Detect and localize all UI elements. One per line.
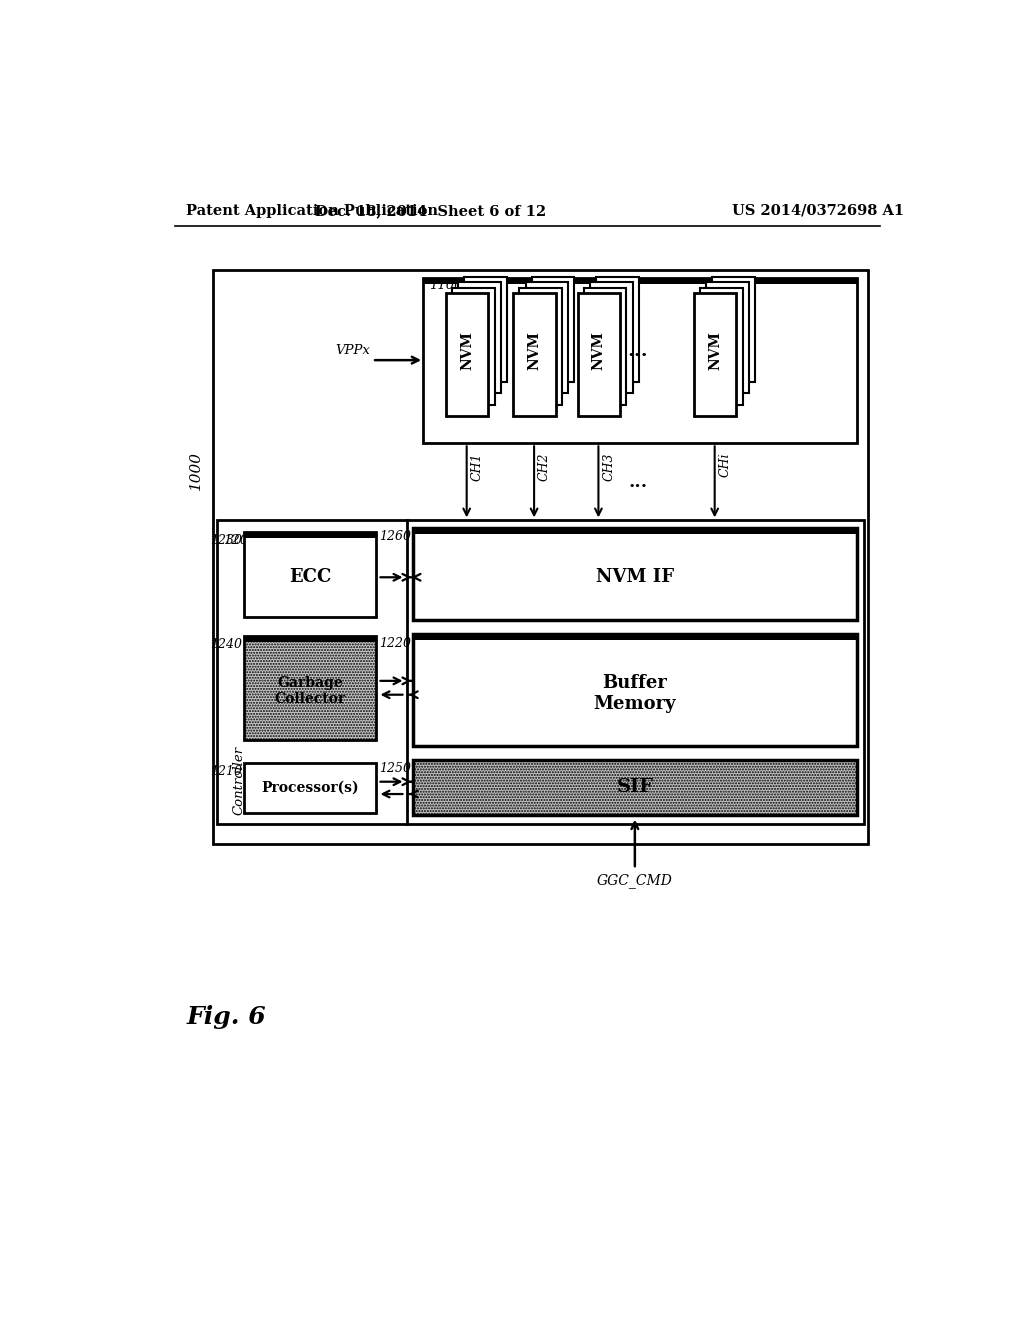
Bar [525, 282, 568, 393]
Text: Patent Application Publication: Patent Application Publication [186, 203, 438, 218]
Text: SIF: SIF [616, 779, 653, 796]
Text: Fig. 6: Fig. 6 [186, 1006, 266, 1030]
Text: 1250: 1250 [379, 762, 411, 775]
Text: ECC: ECC [289, 569, 332, 586]
Text: CHi: CHi [719, 453, 731, 477]
Bar [414, 635, 856, 640]
Bar [423, 277, 856, 284]
Bar [693, 293, 736, 416]
Bar [596, 277, 639, 381]
Bar [452, 288, 495, 405]
Text: Dec. 18, 2014  Sheet 6 of 12: Dec. 18, 2014 Sheet 6 of 12 [314, 203, 546, 218]
Text: CH1: CH1 [471, 453, 483, 480]
Text: Processor(s): Processor(s) [261, 781, 359, 795]
Text: Buffer
Memory: Buffer Memory [594, 673, 676, 713]
Text: NVM: NVM [592, 331, 606, 371]
Text: 1220: 1220 [379, 636, 411, 649]
Bar [578, 293, 621, 416]
Bar [423, 277, 856, 444]
Bar [458, 282, 501, 393]
Text: ...: ... [628, 342, 648, 360]
Text: GGC_CMD: GGC_CMD [597, 873, 673, 888]
Bar [713, 277, 755, 381]
Text: CH3: CH3 [602, 453, 615, 480]
Bar [245, 636, 376, 642]
Bar [245, 763, 376, 813]
Bar [445, 293, 488, 416]
Bar [590, 282, 633, 393]
Text: US 2014/0372698 A1: US 2014/0372698 A1 [732, 203, 904, 218]
Bar [245, 532, 376, 616]
Text: 1000: 1000 [189, 451, 203, 490]
Bar [245, 532, 376, 539]
Bar [414, 528, 856, 535]
Bar [414, 760, 856, 816]
Text: NVM: NVM [708, 331, 722, 371]
Text: Garbage
Collector: Garbage Collector [274, 676, 346, 706]
Bar [414, 635, 856, 746]
Bar [531, 277, 574, 381]
Bar [245, 636, 376, 739]
Bar [217, 520, 864, 825]
Text: 1200: 1200 [223, 535, 257, 548]
Text: 1240: 1240 [210, 638, 242, 651]
Bar [213, 271, 868, 843]
Text: 1260: 1260 [379, 531, 411, 544]
Text: NVM: NVM [527, 331, 542, 371]
Text: 1100: 1100 [429, 280, 462, 292]
Bar [700, 288, 742, 405]
Text: 1210: 1210 [210, 766, 242, 779]
Bar [584, 288, 627, 405]
Text: NVM IF: NVM IF [596, 569, 674, 586]
Bar [707, 282, 749, 393]
Bar [414, 528, 856, 620]
Text: NVM: NVM [460, 331, 474, 371]
Text: VPPx: VPPx [335, 345, 370, 358]
Bar [464, 277, 507, 381]
Text: CH2: CH2 [538, 453, 551, 480]
Text: 1230: 1230 [210, 535, 242, 548]
Bar [513, 293, 556, 416]
Text: ...: ... [629, 473, 647, 491]
Text: Controller: Controller [232, 746, 246, 816]
Bar [519, 288, 562, 405]
